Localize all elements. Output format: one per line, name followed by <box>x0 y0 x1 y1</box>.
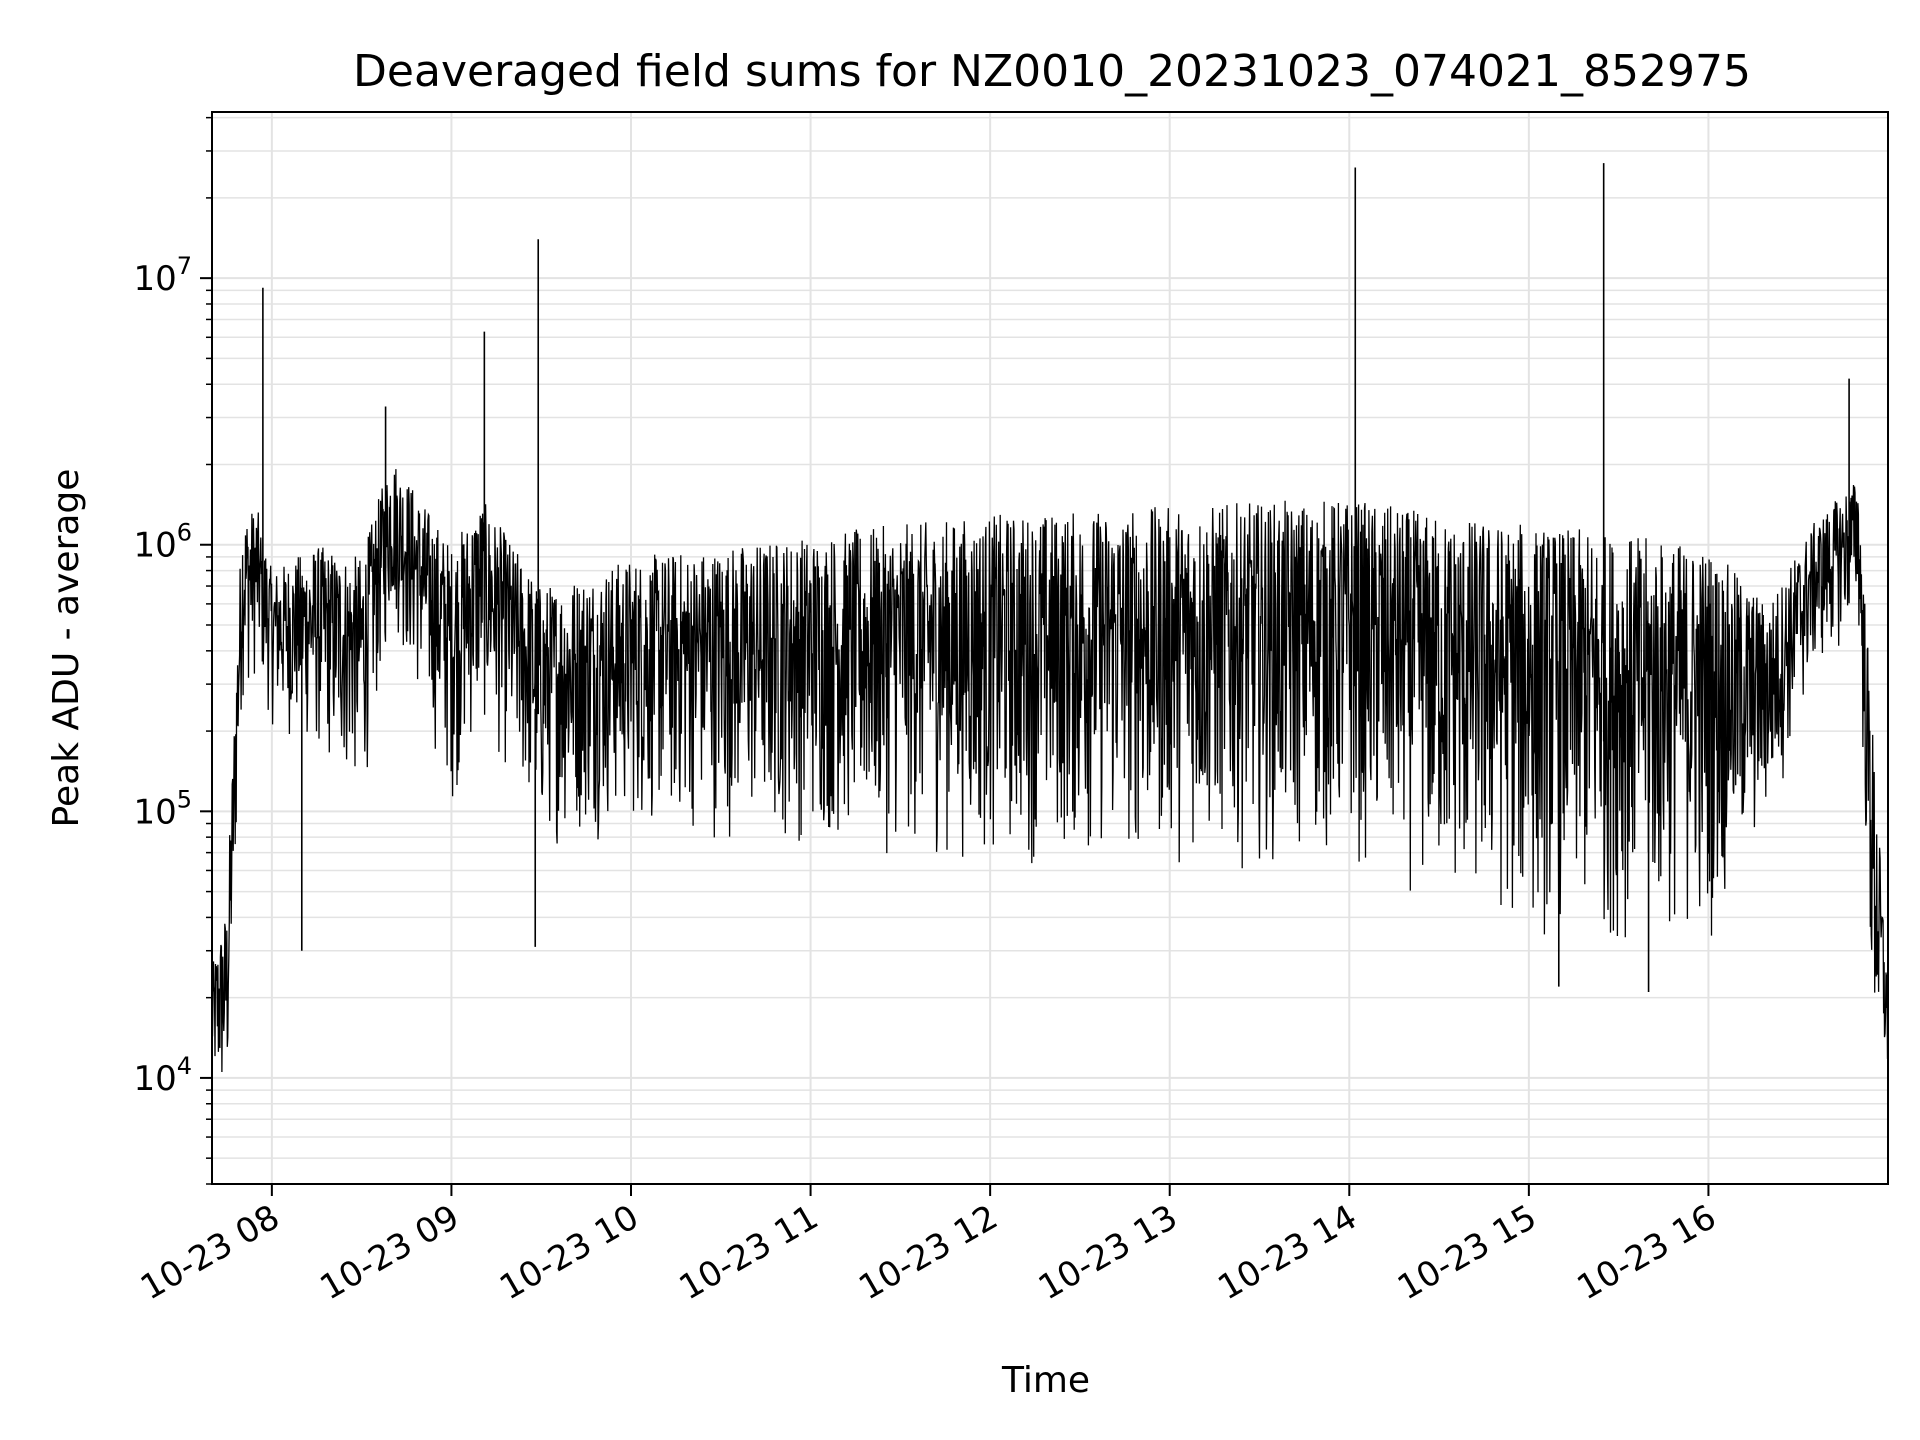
y-tick-label: 104 <box>133 1052 192 1099</box>
y-tick-label-base: 10 <box>133 792 176 832</box>
y-tick-label: 107 <box>133 252 192 299</box>
x-tick-label: 10-23 11 <box>673 1197 825 1308</box>
x-tick-label: 10-23 13 <box>1032 1197 1184 1308</box>
y-tick-label-exponent: 7 <box>177 252 192 280</box>
y-tick-label: 105 <box>133 785 192 832</box>
chart-title: Deaveraged field sums for NZ0010_2023102… <box>353 46 1751 97</box>
y-axis-label: Peak ADU - average <box>46 469 87 828</box>
x-tick-label: 10-23 15 <box>1391 1197 1543 1308</box>
y-tick-label-exponent: 6 <box>177 519 192 547</box>
x-tick-label: 10-23 10 <box>493 1197 645 1308</box>
y-tick-label-base: 10 <box>133 259 176 299</box>
x-tick-label: 10-23 12 <box>852 1197 1004 1308</box>
x-axis: 10-23 08 10-23 09 10-23 10 10-23 11 10-23 12… <box>134 1184 1723 1308</box>
series-line <box>211 469 1889 1073</box>
x-tick-label: 10-23 08 <box>134 1197 286 1308</box>
y-tick-label-exponent: 4 <box>177 1052 192 1080</box>
x-tick-label: 10-23 16 <box>1571 1197 1723 1308</box>
y-tick-label: 106 <box>133 519 192 566</box>
y-tick-label-exponent: 5 <box>177 785 192 813</box>
x-tick-label: 10-23 09 <box>314 1197 466 1308</box>
x-tick-label: 10-23 14 <box>1211 1197 1363 1308</box>
y-tick-label-base: 10 <box>133 1059 176 1099</box>
y-tick-label-base: 10 <box>133 526 176 566</box>
axes-frame <box>211 111 1889 1185</box>
x-axis-label: Time <box>1001 1360 1090 1401</box>
plot-area <box>211 163 1889 1073</box>
